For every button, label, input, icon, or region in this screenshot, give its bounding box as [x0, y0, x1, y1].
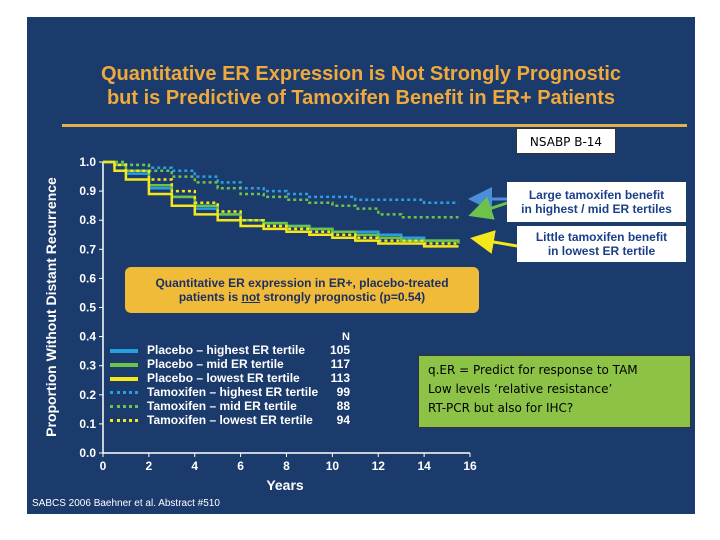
legend-swatch [110, 419, 138, 422]
x-tick-label: 6 [237, 459, 244, 473]
y-tick-label: 0.7 [79, 242, 96, 256]
y-tick-label: 0.6 [79, 271, 96, 285]
legend-n: 117 [330, 357, 350, 371]
y-tick-label: 0.0 [79, 446, 96, 460]
x-tick-label: 0 [100, 459, 107, 473]
series-line-2 [103, 160, 459, 248]
legend-item: Placebo – highest ER tertile 105 [110, 343, 380, 357]
callout-little-line-1: Little tamoxifen benefit [535, 230, 668, 244]
legend-swatch [110, 349, 138, 353]
y-tick-label: 1.0 [79, 155, 96, 169]
slide-background [27, 17, 695, 514]
legend-n: 94 [336, 413, 350, 427]
series-line-5 [103, 160, 459, 245]
prognostic-line-1: Quantitative ER expression in ER+, place… [155, 276, 449, 290]
x-tick-label: 12 [372, 459, 386, 473]
legend-n: 99 [336, 385, 350, 399]
legend-label: Placebo – highest ER tertile [147, 343, 306, 357]
legend-item: Tamoxifen – mid ER tertile 88 [110, 399, 380, 413]
title-line-1: Quantitative ER Expression is Not Strong… [100, 63, 622, 85]
x-tick-label: 16 [463, 459, 477, 473]
prognostic-statement-box: Quantitative ER expression in ER+, place… [125, 267, 479, 313]
prognostic-line-2-emphasis: not [241, 290, 261, 304]
arrow-to-lowest [470, 230, 518, 254]
note-box: q.ER = Predict for response to TAM Low l… [418, 355, 691, 428]
callout-little-line-2: in lowest ER tertile [547, 244, 656, 258]
x-tick-label: 4 [191, 459, 198, 473]
x-tick-label: 8 [283, 459, 290, 473]
note-line: q.ER = Predict for response to TAM [428, 363, 638, 377]
trial-badge: NSABP B-14 [516, 128, 616, 154]
y-axis-label: Proportion Without Distant Recurrence [43, 177, 59, 437]
chart-series [103, 160, 460, 248]
prognostic-line-2-a: patients is [178, 290, 242, 304]
note-line: RT-PCR but also for IHC? [428, 401, 574, 415]
prognostic-line-2-c: strongly prognostic (p=0.54) [260, 290, 426, 304]
callout-large-line-2: in highest / mid ER tertiles [521, 202, 672, 216]
callout-large-benefit: Large tamoxifen benefit in highest / mid… [507, 182, 686, 222]
legend-swatch [110, 405, 138, 408]
legend-n: 113 [330, 371, 350, 385]
arrow-to-mid [468, 196, 508, 220]
legend-item: Tamoxifen – highest ER tertile 99 [110, 385, 380, 399]
x-tick-label: 14 [417, 459, 431, 473]
y-tick-label: 0.2 [79, 388, 96, 402]
slide-title: Quantitative ER Expression is Not Strong… [27, 62, 695, 110]
legend-label: Tamoxifen – highest ER tertile [147, 385, 319, 399]
legend-label: Placebo – mid ER tertile [147, 357, 284, 371]
legend-n-header: N [342, 331, 350, 343]
legend-item: Placebo – mid ER tertile 117 [110, 357, 380, 371]
chart-axes: 0.0 0.1 0.2 0.3 0.4 0.5 0.6 0.7 0.8 0.9 1.0 0 2 4 6 8 10… [43, 155, 477, 493]
legend-label: Tamoxifen – lowest ER tertile [147, 413, 313, 427]
callout-little-benefit: Little tamoxifen benefit in lowest ER te… [517, 226, 686, 262]
legend-swatch [110, 363, 138, 367]
callout-arrows [468, 187, 518, 254]
x-tick-label: 2 [146, 459, 153, 473]
x-tick-label: 10 [326, 459, 340, 473]
slide-footer: SABCS 2006 Baehner et al. Abstract #510 [32, 498, 220, 509]
y-tick-label: 0.9 [79, 184, 96, 198]
y-tick-label: 0.8 [79, 213, 96, 227]
title-divider [62, 124, 687, 127]
legend-item: Tamoxifen – lowest ER tertile 94 [110, 413, 380, 427]
prognostic-line-2: patients is not strongly prognostic (p=0… [125, 290, 479, 304]
y-tick-label: 0.1 [79, 417, 96, 431]
note-line: Low levels ‘relative resistance’ [428, 382, 613, 396]
legend-swatch [110, 377, 138, 381]
y-tick-label: 0.4 [79, 330, 96, 344]
callout-large-line-1: Large tamoxifen benefit [528, 188, 665, 202]
y-tick-label: 0.3 [79, 359, 96, 373]
legend-label: Placebo – lowest ER tertile [147, 371, 300, 385]
legend-label: Tamoxifen – mid ER tertile [147, 399, 297, 413]
title-line-2: but is Predictive of Tamoxifen Benefit i… [106, 87, 616, 109]
legend-n: 105 [329, 343, 350, 357]
series-line-4 [103, 160, 459, 219]
y-tick-label: 0.5 [79, 301, 96, 315]
series-line-1 [103, 160, 460, 244]
legend-n: 88 [336, 399, 350, 413]
legend-item: Placebo – lowest ER tertile 113 [110, 371, 380, 385]
legend-swatch [110, 391, 138, 394]
x-axis-label: Years [266, 477, 304, 493]
